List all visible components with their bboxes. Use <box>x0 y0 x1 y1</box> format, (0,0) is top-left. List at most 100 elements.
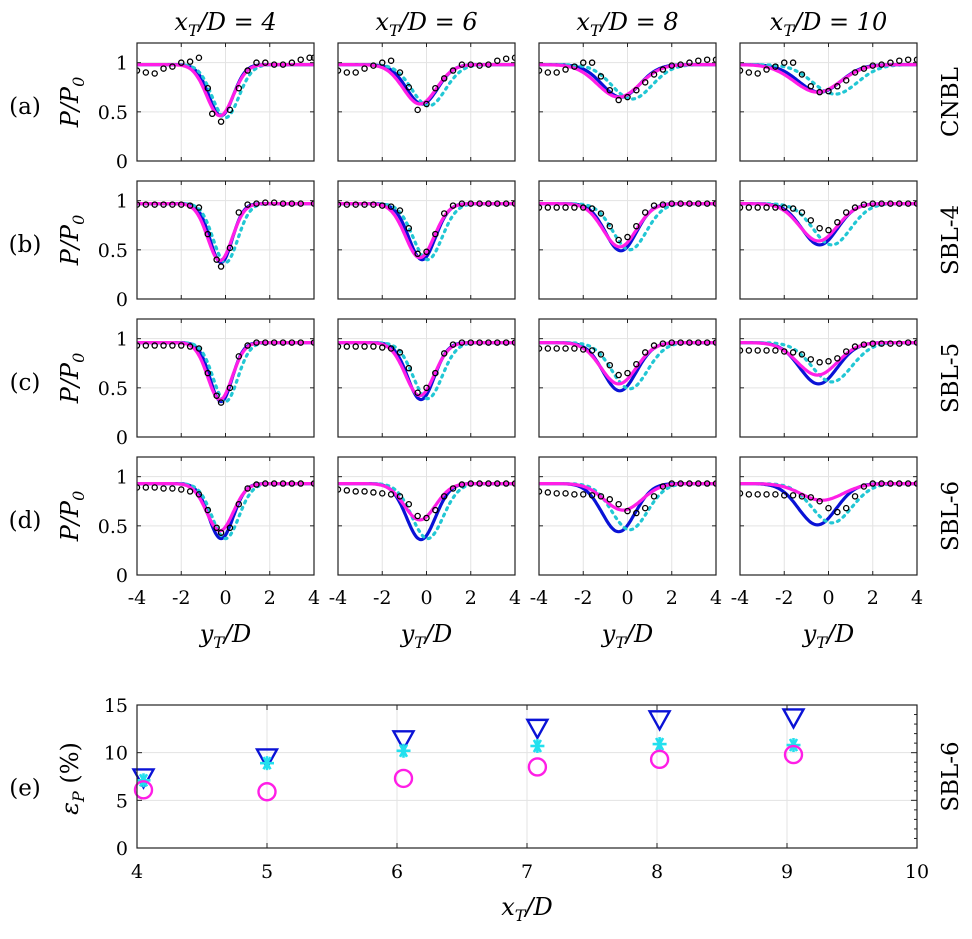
data-point <box>745 204 753 211</box>
data-point <box>151 342 158 349</box>
x-tick-label: 5 <box>261 861 273 883</box>
data-point <box>712 56 716 63</box>
data-point <box>244 201 251 208</box>
series-cyan-stars <box>136 737 801 788</box>
data-point <box>588 59 596 66</box>
y-tick-label: 0.5 <box>98 516 128 538</box>
data-point <box>458 339 466 346</box>
data-point <box>745 69 753 76</box>
data-point <box>217 529 225 536</box>
curve-magenta <box>137 62 314 118</box>
data-point <box>160 342 167 349</box>
data-point <box>204 230 212 238</box>
x-axis-label-col-4: yT/D <box>802 620 855 652</box>
x-tick-label: -2 <box>373 587 392 609</box>
data-point <box>511 339 515 346</box>
x-tick-label: -2 <box>775 587 794 609</box>
data-point <box>270 480 278 487</box>
data-point <box>279 339 287 346</box>
data-point <box>361 65 368 72</box>
data-point <box>807 83 815 90</box>
data-point <box>588 205 596 212</box>
y-axis-label-row-2: P/P0 <box>56 215 88 267</box>
data-point <box>137 342 141 349</box>
data-point <box>887 59 894 66</box>
data-point <box>370 62 377 69</box>
x-tick-label: 6 <box>391 861 403 883</box>
y-tick-label: 1 <box>116 467 128 489</box>
data-point <box>449 341 457 348</box>
data-point <box>606 496 614 503</box>
data-point <box>142 484 150 491</box>
data-point <box>544 204 552 211</box>
data-point <box>703 56 711 63</box>
x-tick-label: 7 <box>521 861 533 883</box>
y-tick-label: 15 <box>104 695 128 717</box>
data-point <box>235 500 243 508</box>
curves <box>338 339 515 402</box>
x-tick-label: 4 <box>911 587 923 609</box>
data-point <box>226 244 234 252</box>
data-point <box>502 480 510 487</box>
data-point <box>511 480 515 487</box>
data-point <box>151 484 158 491</box>
data-point <box>798 493 806 500</box>
panel-r4-c2: -4 -2 0 2 4 yT/D <box>329 456 521 652</box>
asterisk-marker <box>652 737 667 752</box>
panel-r2-c2 <box>337 180 516 300</box>
data-point <box>151 70 158 77</box>
data-point <box>262 59 269 66</box>
data-point <box>754 347 761 354</box>
circle-marker <box>783 744 804 765</box>
data-point <box>378 59 386 66</box>
data-point <box>904 339 912 346</box>
data-point <box>712 200 716 207</box>
data-point <box>137 484 141 491</box>
data-point <box>807 356 815 363</box>
data-point <box>370 489 377 496</box>
y-tick-label: 0.5 <box>98 102 128 124</box>
data-point <box>869 62 877 69</box>
data-point <box>695 57 702 64</box>
data-point <box>262 480 269 487</box>
data-point <box>160 65 167 72</box>
curves <box>539 480 716 534</box>
data-point <box>511 54 515 61</box>
data-point <box>414 250 421 258</box>
data-point <box>834 83 841 90</box>
data-point <box>588 492 596 499</box>
data-point <box>571 63 578 70</box>
data-point <box>878 200 885 207</box>
curves <box>539 339 716 393</box>
data-point <box>745 491 753 498</box>
data-point <box>169 485 176 492</box>
data-point <box>834 355 841 362</box>
x-tick-label: 2 <box>867 587 879 609</box>
x-tick-label: 4 <box>509 587 521 609</box>
data-point <box>851 493 859 500</box>
data-point <box>502 55 510 62</box>
data-point <box>177 201 185 208</box>
data-point <box>485 200 492 207</box>
data-point <box>896 200 903 207</box>
y-tick-label: 0.5 <box>98 378 128 400</box>
data-point <box>511 200 515 207</box>
data-point <box>798 209 806 216</box>
data-point <box>553 69 560 76</box>
data-point <box>641 209 649 216</box>
data-point <box>860 483 868 490</box>
data-point <box>244 342 251 349</box>
y-axis-label-row-4: P/P0 <box>56 491 88 543</box>
data-point <box>553 345 560 352</box>
data-point <box>633 222 640 230</box>
data-point <box>798 351 806 358</box>
y-tick-label: 0 <box>116 289 128 311</box>
data-point <box>414 389 421 396</box>
data-point <box>343 343 351 350</box>
data-point <box>297 56 304 63</box>
data-point <box>789 205 797 212</box>
data-point <box>297 339 304 346</box>
data-point <box>440 210 448 217</box>
data-point <box>633 86 640 94</box>
data-point <box>650 71 658 78</box>
